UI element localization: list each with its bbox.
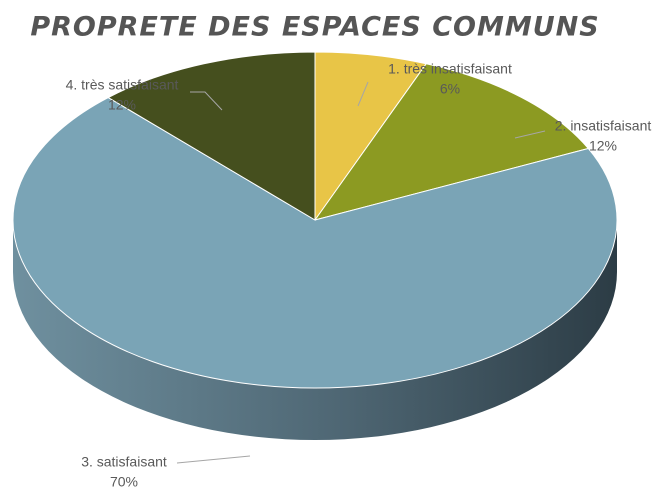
slice <box>107 51 316 221</box>
category-label: 2. insatisfaisant <box>555 118 652 134</box>
category-label: 4. très satisfaisant <box>66 77 179 93</box>
leader-line <box>190 91 223 111</box>
pie-tops <box>12 51 618 389</box>
value-label: 12% <box>108 97 136 113</box>
slice-side <box>13 220 617 440</box>
category-label: 1. très insatisfaisant <box>388 61 512 77</box>
pie-sides <box>13 220 617 440</box>
value-label: 6% <box>440 81 460 97</box>
slice <box>12 96 618 389</box>
value-label: 12% <box>589 138 617 154</box>
leader-line <box>176 455 251 464</box>
leader-line <box>514 130 546 139</box>
chart-title: PROPRETE DES ESPACES COMMUNS <box>30 12 599 43</box>
value-label: 70% <box>110 474 138 488</box>
slice <box>313 63 590 221</box>
category-label: 3. satisfaisant <box>81 454 167 470</box>
leader-line <box>357 81 369 107</box>
